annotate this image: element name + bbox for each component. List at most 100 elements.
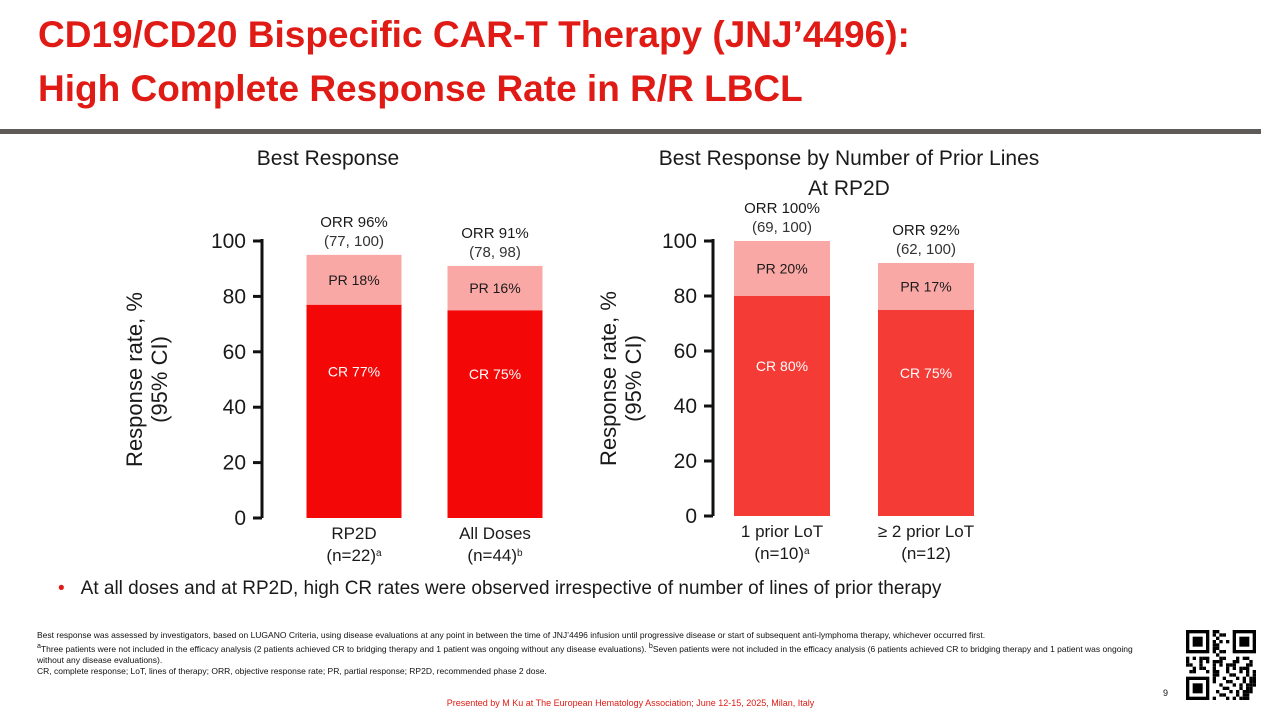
qr-module [1212,676,1216,680]
qr-module [1219,640,1223,644]
qr-module [1249,676,1253,680]
qr-module [1216,670,1220,674]
category-label: ≥ 2 prior LoT [878,522,974,541]
qr-module [1239,686,1243,690]
qr-module [1246,673,1250,677]
qr-module [1199,656,1203,660]
y-axis-label: Response rate, % (95% CI) [122,292,172,467]
footnote-marker-b: b [648,642,653,651]
qr-module [1222,650,1226,654]
qr-module [1199,660,1203,664]
bar-pr [734,241,830,296]
qr-module [1212,696,1216,700]
bar-pr-label: PR 16% [469,280,520,296]
orr-ci-label: (62, 100) [896,241,956,258]
qr-module [1232,673,1236,677]
qr-module [1192,670,1196,674]
qr-module [1242,676,1246,680]
qr-module [1242,693,1246,697]
qr-module [1212,630,1216,634]
footnote-abbreviations: CR, complete response; LoT, lines of the… [37,666,547,677]
qr-module [1219,683,1223,687]
qr-module [1216,646,1220,650]
qr-module [1222,676,1226,680]
bar-cr [306,304,402,518]
bar-cr [447,310,543,518]
qr-module [1222,633,1226,637]
footnote-b-text: Seven patients were not included in the … [37,644,1133,666]
y-axis-label-line-1: Response rate, % [122,292,147,467]
y-tick-label: 20 [223,452,246,475]
qr-finder-core [1192,683,1203,694]
qr-module [1212,643,1216,647]
qr-module [1226,686,1230,690]
bar-cr-label: CR 80% [756,358,808,374]
qr-module [1226,666,1230,670]
y-axis-label: Response rate, % (95% CI) [596,291,646,466]
category-label: RP2D [331,524,376,543]
qr-module [1219,656,1223,660]
category-footnote-marker: a [804,546,810,557]
best-response-chart: Best Response Response rate, % (95% CI) 0 20… [122,147,543,565]
qr-module [1249,683,1253,687]
qr-module [1216,653,1220,657]
category-n-label: (n=10)a [754,544,810,563]
qr-module [1212,666,1216,670]
qr-module [1236,656,1240,660]
qr-module [1246,696,1250,700]
qr-module [1242,696,1246,700]
qr-module [1192,656,1196,660]
qr-module [1216,673,1220,677]
slide-title: CD19/CD20 Bispecific CAR-T Therapy (JNJ’… [38,8,910,116]
qr-module [1229,690,1233,694]
bar-pr [306,254,402,305]
slide-title-line-2: High Complete Response Rate in R/R LBCL [38,68,803,109]
bar-pr-label: PR 20% [756,261,807,277]
bullet-dot-icon: • [58,578,65,599]
y-axis-label-line-1: Response rate, % [596,291,621,466]
qr-module [1219,693,1223,697]
qr-module [1242,656,1246,660]
category-n-label: (n=44)b [467,546,523,565]
qr-module [1212,670,1216,674]
qr-module [1202,656,1206,660]
prior-lines-chart: Best Response by Number of Prior Lines At… [596,147,1040,563]
y-tick-label: 0 [685,505,697,528]
qr-module [1212,633,1216,637]
qr-module [1232,683,1236,687]
category-label: 1 prior LoT [741,522,823,541]
qr-module [1252,670,1256,674]
qr-module [1229,663,1233,667]
qr-module [1222,686,1226,690]
orr-ci-label: (77, 100) [324,233,384,250]
y-tick-label: 20 [674,450,697,473]
bar-cr [734,296,830,516]
qr-module [1212,673,1216,677]
bar-cr-label: CR 75% [900,365,952,381]
category-n-label: (n=12) [901,544,951,563]
y-tick-label: 60 [674,340,697,363]
qr-module [1212,640,1216,644]
qr-code-icon[interactable] [1186,630,1256,700]
qr-module [1226,680,1230,684]
footnotes: Best response was assessed by investigat… [37,630,1157,678]
orr-label: ORR 92% [892,222,960,239]
qr-module [1226,640,1230,644]
qr-module [1202,666,1206,670]
qr-module [1239,670,1243,674]
chart-title-line-1: Best Response by Number of Prior Lines [659,147,1040,170]
qr-module [1249,690,1253,694]
bar-cr-label: CR 75% [469,366,521,382]
qr-module [1242,680,1246,684]
y-tick-label: 40 [674,395,697,418]
qr-module [1252,673,1256,677]
qr-module [1242,690,1246,694]
orr-label: ORR 100% [744,200,820,217]
qr-module [1186,663,1190,667]
qr-module [1212,650,1216,654]
orr-label: ORR 91% [461,225,529,242]
qr-module [1192,666,1196,670]
category-footnote-marker: b [517,548,523,559]
slide-title-line-1: CD19/CD20 Bispecific CAR-T Therapy (JNJ’… [38,14,910,55]
qr-module [1216,636,1220,640]
